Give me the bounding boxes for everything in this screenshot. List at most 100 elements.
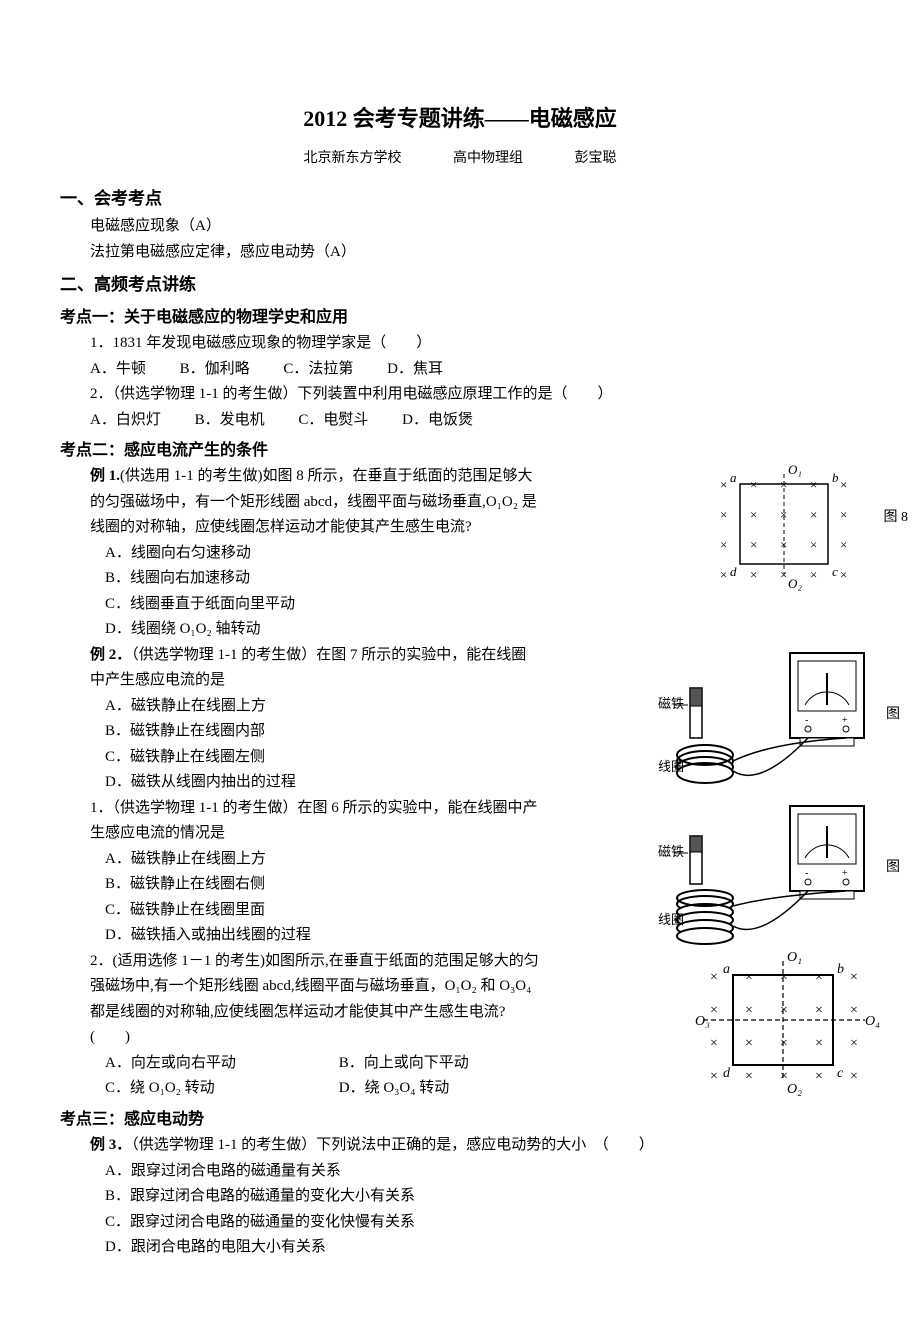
ex3-c: C．跟穿过闭合电路的磁通量的变化快慢有关系 xyxy=(60,1210,860,1236)
page-title: 2012 会考专题讲练——电磁感应 xyxy=(60,100,860,137)
svg-text:O₁: O₁ xyxy=(787,950,802,965)
p1-stem: 1．（供选学物理 1-1 的考生做）在图 6 所示的实验中，能在线圈中产生感应电… xyxy=(60,796,540,847)
kp1-q2-d: D．电饭煲 xyxy=(402,408,473,434)
ex1-c: C．线圈垂直于纸面向里平动 xyxy=(60,592,540,618)
svg-text:线圈: 线圈 xyxy=(658,912,684,927)
ex3-b: B．跟穿过闭合电路的磁通量的变化大小有关系 xyxy=(60,1184,860,1210)
ex1-stem-text: (供选用 1-1 的考生做)如图 8 所示，在垂直于纸面的范围足够大的匀强磁场中… xyxy=(90,468,537,535)
ex3-a: A．跟穿过闭合电路的磁通量有关系 xyxy=(60,1159,860,1185)
p1-d: D．磁铁插入或抽出线圈的过程 xyxy=(60,923,540,949)
svg-text:O₂: O₂ xyxy=(787,1082,802,1097)
p2-row1: A．向左或向右平动 B．向上或向下平动 xyxy=(60,1051,540,1077)
kp1-q2-b: B．发电机 xyxy=(195,408,265,434)
svg-text:×: × xyxy=(750,567,757,582)
svg-text:O₄: O₄ xyxy=(865,1014,880,1029)
section-1-heading: 一、会考考点 xyxy=(60,185,860,214)
ex3-label: 例 3． xyxy=(90,1137,131,1153)
p2-a: A．向左或向右平动 xyxy=(105,1051,305,1077)
svg-text:×: × xyxy=(710,1036,718,1051)
kp1-q2-c: C．电熨斗 xyxy=(298,408,368,434)
svg-text:×: × xyxy=(710,1069,718,1084)
svg-text:×: × xyxy=(850,970,858,985)
byline-dept: 高中物理组 xyxy=(453,151,523,166)
svg-text:×: × xyxy=(815,970,823,985)
svg-text:×: × xyxy=(850,1069,858,1084)
p2-stem: 2．(适用选修 1－1 的考生)如图所示,在垂直于纸面的范围足够大的匀强磁场中,… xyxy=(60,949,540,1051)
svg-text:a: a xyxy=(730,470,737,485)
svg-text:×: × xyxy=(745,1069,753,1084)
kp1-q2-options: A．白炽灯 B．发电机 C．电熨斗 D．电饭煲 xyxy=(60,408,860,434)
p2-b: B．向上或向下平动 xyxy=(339,1051,469,1077)
svg-text:×: × xyxy=(720,507,727,522)
kp3-heading: 考点三：感应电动势 xyxy=(60,1106,860,1133)
p1-a: A．磁铁静止在线圈上方 xyxy=(60,847,540,873)
kp1-q1-options: A．牛顿 B．伽利略 C．法拉第 D．焦耳 xyxy=(60,357,860,383)
svg-text:×: × xyxy=(850,1003,858,1018)
kp1-q2-stem: 2．（供选学物理 1-1 的考生做）下列装置中利用电磁感应原理工作的是（ ） xyxy=(60,382,860,408)
section-1-point-1: 电磁感应现象（A） xyxy=(60,214,860,240)
figure-8-caption: 图 8 xyxy=(884,506,909,530)
svg-text:d: d xyxy=(730,564,737,579)
svg-text:×: × xyxy=(810,507,817,522)
svg-text:+: + xyxy=(842,715,848,726)
ex2-stem-text: （供选学物理 1-1 的考生做）在图 7 所示的实验中，能在线圈中产生感应电流的… xyxy=(90,647,526,689)
svg-text:×: × xyxy=(745,970,753,985)
ex3-stem-text: （供选学物理 1-1 的考生做）下列说法中正确的是，感应电动势的大小 （ ） xyxy=(131,1137,654,1153)
svg-text:a: a xyxy=(723,962,730,977)
kp1-heading: 考点一：关于电磁感应的物理学史和应用 xyxy=(60,304,860,331)
svg-text:×: × xyxy=(710,970,718,985)
svg-text:磁铁: 磁铁 xyxy=(658,696,684,711)
svg-text:b: b xyxy=(832,470,839,485)
svg-text:×: × xyxy=(840,507,847,522)
svg-text:×: × xyxy=(815,1036,823,1051)
svg-text:×: × xyxy=(720,477,727,492)
kp1-q1-a: A．牛顿 xyxy=(90,357,146,383)
svg-text:×: × xyxy=(815,1069,823,1084)
svg-text:×: × xyxy=(780,1003,788,1018)
figure-6-caption: 图 xyxy=(886,856,900,880)
svg-text:×: × xyxy=(810,537,817,552)
section-1-point-2: 法拉第电磁感应定律，感应电动势（A） xyxy=(60,240,860,266)
svg-text:磁铁: 磁铁 xyxy=(658,844,684,859)
svg-text:×: × xyxy=(720,567,727,582)
ex1-stem: 例 1.(供选用 1-1 的考生做)如图 8 所示，在垂直于纸面的范围足够大的匀… xyxy=(60,464,540,541)
p1-b: B．磁铁静止在线圈右侧 xyxy=(60,872,540,898)
svg-text:b: b xyxy=(837,962,844,977)
svg-text:线圈: 线圈 xyxy=(658,759,684,774)
svg-text:×: × xyxy=(720,537,727,552)
kp1-q1-d: D．焦耳 xyxy=(387,357,443,383)
figure-8: ××××× ××××× ××××× ××××× a b c d O₁ O₂ 图 … xyxy=(710,464,880,594)
ex2-d: D．磁铁从线圈内抽出的过程 xyxy=(60,770,540,796)
svg-text:×: × xyxy=(750,507,757,522)
section-2-heading: 二、高频考点讲练 xyxy=(60,271,860,300)
ex2-a: A．磁铁静止在线圈上方 xyxy=(60,694,540,720)
svg-text:×: × xyxy=(840,477,847,492)
p2-c: C．绕 O₁O₂ 转动 xyxy=(105,1076,305,1102)
svg-text:×: × xyxy=(750,537,757,552)
svg-text:c: c xyxy=(832,564,838,579)
svg-text:×: × xyxy=(780,970,788,985)
ex2-label: 例 2． xyxy=(90,647,131,663)
byline-author: 彭宝聪 xyxy=(575,151,617,166)
kp2-heading: 考点二：感应电流产生的条件 xyxy=(60,437,860,464)
kp1-q1-c: C．法拉第 xyxy=(283,357,353,383)
p1-c: C．磁铁静止在线圈里面 xyxy=(60,898,540,924)
svg-text:O₂: O₂ xyxy=(788,576,802,591)
svg-text:×: × xyxy=(840,537,847,552)
svg-text:×: × xyxy=(850,1036,858,1051)
byline-school: 北京新东方学校 xyxy=(304,151,402,166)
svg-text:×: × xyxy=(710,1003,718,1018)
svg-text:+: + xyxy=(842,868,848,879)
svg-text:×: × xyxy=(840,567,847,582)
svg-text:×: × xyxy=(780,567,787,582)
svg-text:×: × xyxy=(815,1003,823,1018)
p2-row2: C．绕 O₁O₂ 转动 D．绕 O₃O₄ 转动 xyxy=(60,1076,540,1102)
figure-7: - + 磁铁 线圈 图 xyxy=(650,643,880,793)
svg-text:×: × xyxy=(810,567,817,582)
ex1-d: D．线圈绕 O₁O₂ 轴转动 xyxy=(60,617,540,643)
ex2-c: C．磁铁静止在线圈左侧 xyxy=(60,745,540,771)
svg-text:-: - xyxy=(805,715,808,726)
figure-7-caption: 图 xyxy=(886,703,900,727)
ex2-b: B．磁铁静止在线圈内部 xyxy=(60,719,540,745)
ex3-stem: 例 3．（供选学物理 1-1 的考生做）下列说法中正确的是，感应电动势的大小 （… xyxy=(60,1133,860,1159)
